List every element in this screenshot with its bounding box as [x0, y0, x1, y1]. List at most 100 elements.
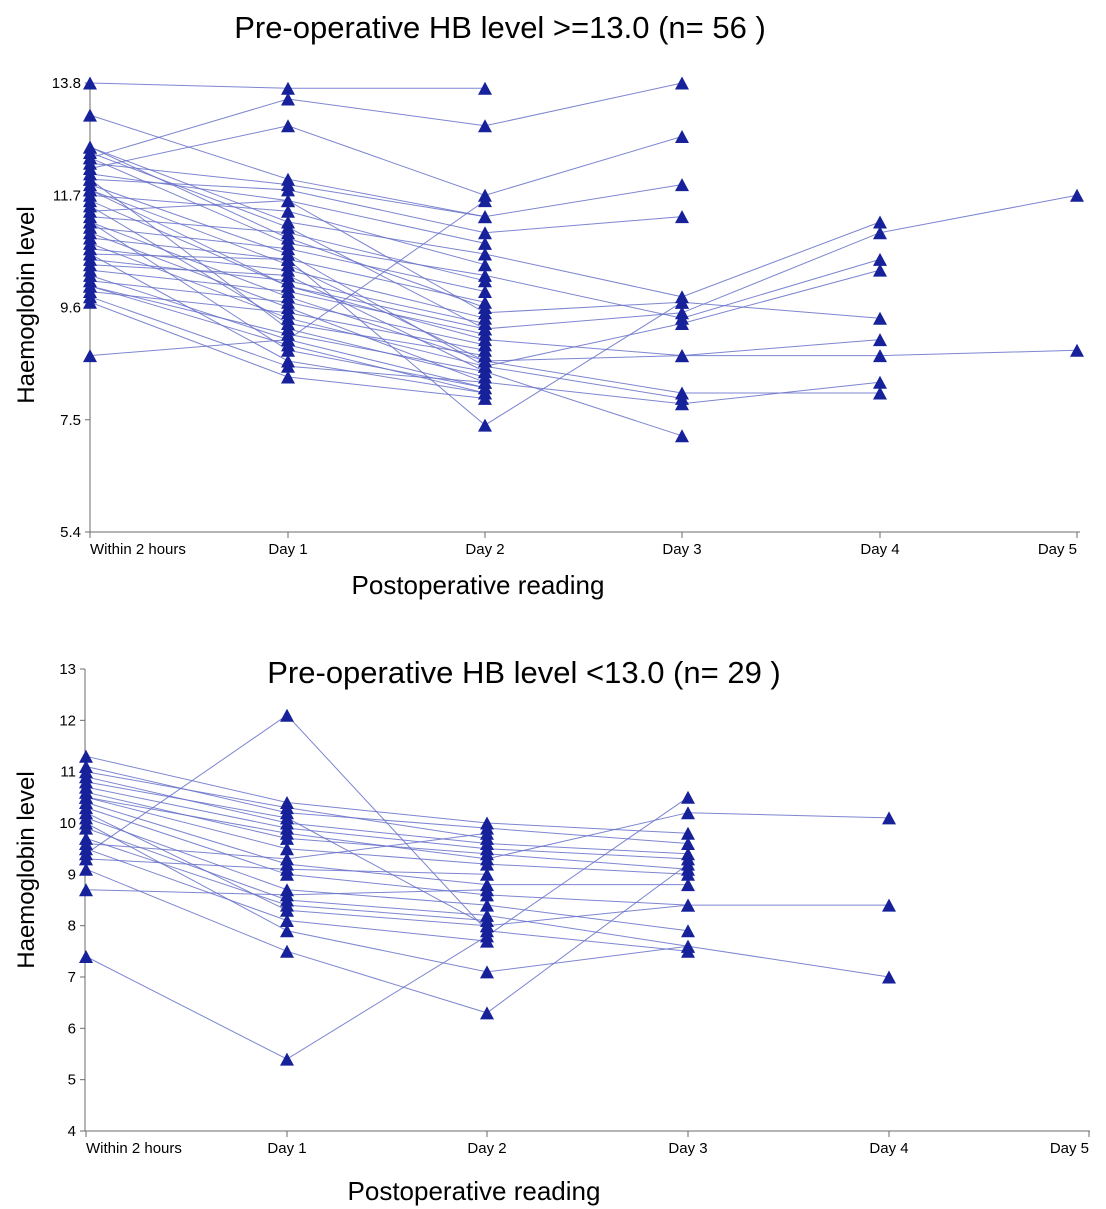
- series-line: [85, 796, 689, 1060]
- x-tick-label: Day 3: [668, 1140, 707, 1157]
- data-point-marker: [83, 263, 97, 277]
- y-tick-label: 5.4: [60, 524, 81, 541]
- series-line: [85, 817, 689, 932]
- data-point-marker: [480, 919, 494, 933]
- data-point-marker: [681, 939, 695, 953]
- data-point-marker: [675, 349, 689, 363]
- data-point-marker: [681, 867, 695, 881]
- data-point-marker: [79, 821, 93, 835]
- data-point-marker: [83, 172, 97, 186]
- series-line: [85, 796, 689, 875]
- data-point-marker: [79, 883, 93, 897]
- data-point-marker: [478, 81, 492, 95]
- data-point-marker: [281, 354, 295, 368]
- data-point-marker: [873, 215, 887, 229]
- data-point-marker: [873, 349, 887, 363]
- data-point-marker: [280, 821, 294, 835]
- series-line: [89, 178, 683, 234]
- x-tick-label: Day 4: [869, 1140, 908, 1157]
- data-point-marker: [83, 349, 97, 363]
- x-tick-label: Day 1: [267, 1140, 306, 1157]
- data-point-marker: [281, 242, 295, 256]
- data-point-marker: [480, 1006, 494, 1020]
- data-point-marker: [79, 837, 93, 850]
- x-tick-label: Day 5: [1038, 541, 1077, 558]
- series-line: [85, 802, 688, 886]
- y-axis-label: Haemoglobin level: [13, 771, 40, 968]
- data-point-marker: [280, 831, 294, 845]
- data-point-marker: [83, 76, 97, 90]
- data-point-marker: [79, 765, 93, 779]
- chart-top: Pre-operative HB level >=13.0 (n= 56 ) H…: [13, 10, 1084, 600]
- data-point-marker: [79, 862, 93, 876]
- data-point-marker: [280, 888, 294, 902]
- series-line: [89, 200, 1078, 357]
- chart-title: Pre-operative HB level >=13.0 (n= 56 ): [234, 10, 766, 45]
- series-line: [85, 863, 689, 1014]
- data-point-marker: [681, 852, 695, 866]
- y-tick-label: 12: [59, 712, 76, 729]
- y-tick-label: 9.6: [60, 300, 81, 317]
- series-line: [85, 786, 689, 860]
- data-point-marker: [480, 857, 494, 871]
- y-tick-label: 6: [68, 1020, 76, 1037]
- x-axis-label: Postoperative reading: [348, 1176, 601, 1206]
- chart-bottom: Pre-operative HB level <13.0 (n= 29 ) Ha…: [13, 655, 1090, 1206]
- data-point-marker: [281, 327, 295, 341]
- data-point-marker: [478, 349, 492, 363]
- data-point-marker: [1070, 188, 1084, 202]
- data-point-marker: [675, 391, 689, 405]
- data-point-marker: [478, 386, 492, 400]
- data-point-marker: [478, 301, 492, 314]
- series-markers: [79, 708, 896, 1066]
- x-axis-label: Postoperative reading: [352, 570, 605, 600]
- series-line: [89, 125, 683, 196]
- data-point-marker: [83, 183, 97, 197]
- x-ticks: Within 2 hours Day 1 Day 2 Day 3 Day 4 Day 5: [89, 532, 1078, 558]
- data-point-marker: [83, 199, 97, 213]
- data-point-marker: [681, 826, 695, 840]
- x-tick-label: Within 2 hours: [90, 541, 186, 558]
- data-point-marker: [873, 311, 887, 325]
- data-point-marker: [882, 811, 896, 825]
- x-tick-label: Day 3: [662, 541, 701, 558]
- data-point-marker: [675, 210, 689, 224]
- data-point-marker: [79, 775, 93, 789]
- y-tick-label: 10: [59, 815, 76, 832]
- y-tick-label: 5: [68, 1072, 76, 1089]
- data-point-marker: [681, 837, 695, 850]
- y-tick-label: 13: [59, 661, 76, 678]
- y-tick-label: 7: [68, 969, 76, 986]
- data-point-marker: [83, 156, 97, 170]
- data-point-marker: [83, 247, 97, 261]
- data-point-marker: [478, 258, 492, 272]
- data-point-marker: [281, 343, 295, 357]
- y-tick-label: 13.8: [52, 75, 81, 92]
- data-point-marker: [675, 429, 689, 443]
- x-ticks: Within 2 hours Day 1 Day 2 Day 3 Day 4 Day 5: [85, 1131, 1090, 1157]
- data-point-marker: [478, 274, 492, 288]
- data-point-marker: [83, 279, 97, 293]
- data-point-marker: [280, 811, 294, 825]
- x-tick-label: Day 2: [465, 541, 504, 558]
- data-point-marker: [478, 322, 492, 336]
- data-point-marker: [478, 247, 492, 261]
- data-point-marker: [478, 194, 492, 208]
- data-point-marker: [478, 285, 492, 298]
- y-ticks: 4 5 6 7 8 9 10 11 12 13: [59, 661, 85, 1140]
- data-point-marker: [675, 295, 689, 309]
- data-point-marker: [873, 226, 887, 240]
- series-markers: [83, 76, 1084, 443]
- data-point-marker: [480, 898, 494, 912]
- y-tick-label: 9: [68, 866, 76, 883]
- series-lines: [89, 82, 1078, 437]
- series-line: [85, 807, 689, 906]
- data-point-marker: [480, 934, 494, 948]
- data-point-marker: [79, 811, 93, 825]
- data-point-marker: [281, 204, 295, 218]
- data-point-marker: [280, 801, 294, 815]
- data-point-marker: [281, 81, 295, 95]
- data-point-marker: [280, 1052, 294, 1066]
- data-point-marker: [882, 898, 896, 912]
